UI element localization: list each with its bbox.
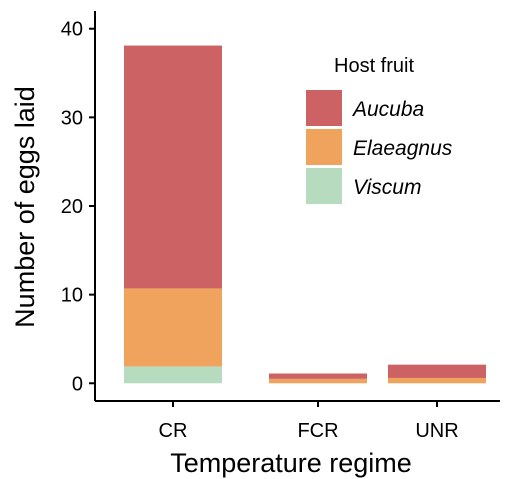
bar-cr-elaeagnus bbox=[124, 288, 222, 367]
bar-fcr-aucuba bbox=[269, 373, 367, 379]
legend: Host fruit Aucuba Elaeagnus Viscum bbox=[306, 55, 453, 204]
bar-unr-aucuba bbox=[388, 364, 486, 378]
x-tick-label: FCR bbox=[297, 420, 338, 442]
legend-swatch-aucuba bbox=[306, 90, 342, 126]
y-tick-label: 30 bbox=[61, 107, 83, 129]
x-axis-title: Temperature regime bbox=[170, 448, 412, 478]
y-axis-title: Number of eggs laid bbox=[10, 86, 40, 328]
bar-cr-aucuba bbox=[124, 45, 222, 289]
legend-title: Host fruit bbox=[334, 55, 414, 77]
legend-label-elaeagnus: Elaeagnus bbox=[353, 137, 453, 160]
y-tick-label: 10 bbox=[61, 285, 83, 307]
legend-swatch-elaeagnus bbox=[306, 129, 342, 165]
y-tick-label: 20 bbox=[61, 196, 83, 218]
bar-unr-elaeagnus bbox=[388, 377, 486, 384]
axes-layer: 0 10 20 30 40 CR FCR UNR bbox=[61, 11, 500, 442]
legend-swatch-viscum bbox=[306, 168, 342, 204]
y-tick-label: 40 bbox=[61, 19, 83, 41]
bar-cr-viscum bbox=[124, 366, 222, 384]
x-tick-label: UNR bbox=[415, 420, 458, 442]
y-tick-label: 0 bbox=[72, 373, 83, 395]
bars-layer bbox=[124, 45, 486, 384]
legend-label-viscum: Viscum bbox=[353, 176, 421, 199]
legend-label-aucuba: Aucuba bbox=[351, 98, 424, 121]
x-tick-label: CR bbox=[159, 420, 188, 442]
bar-fcr-elaeagnus bbox=[269, 378, 367, 384]
